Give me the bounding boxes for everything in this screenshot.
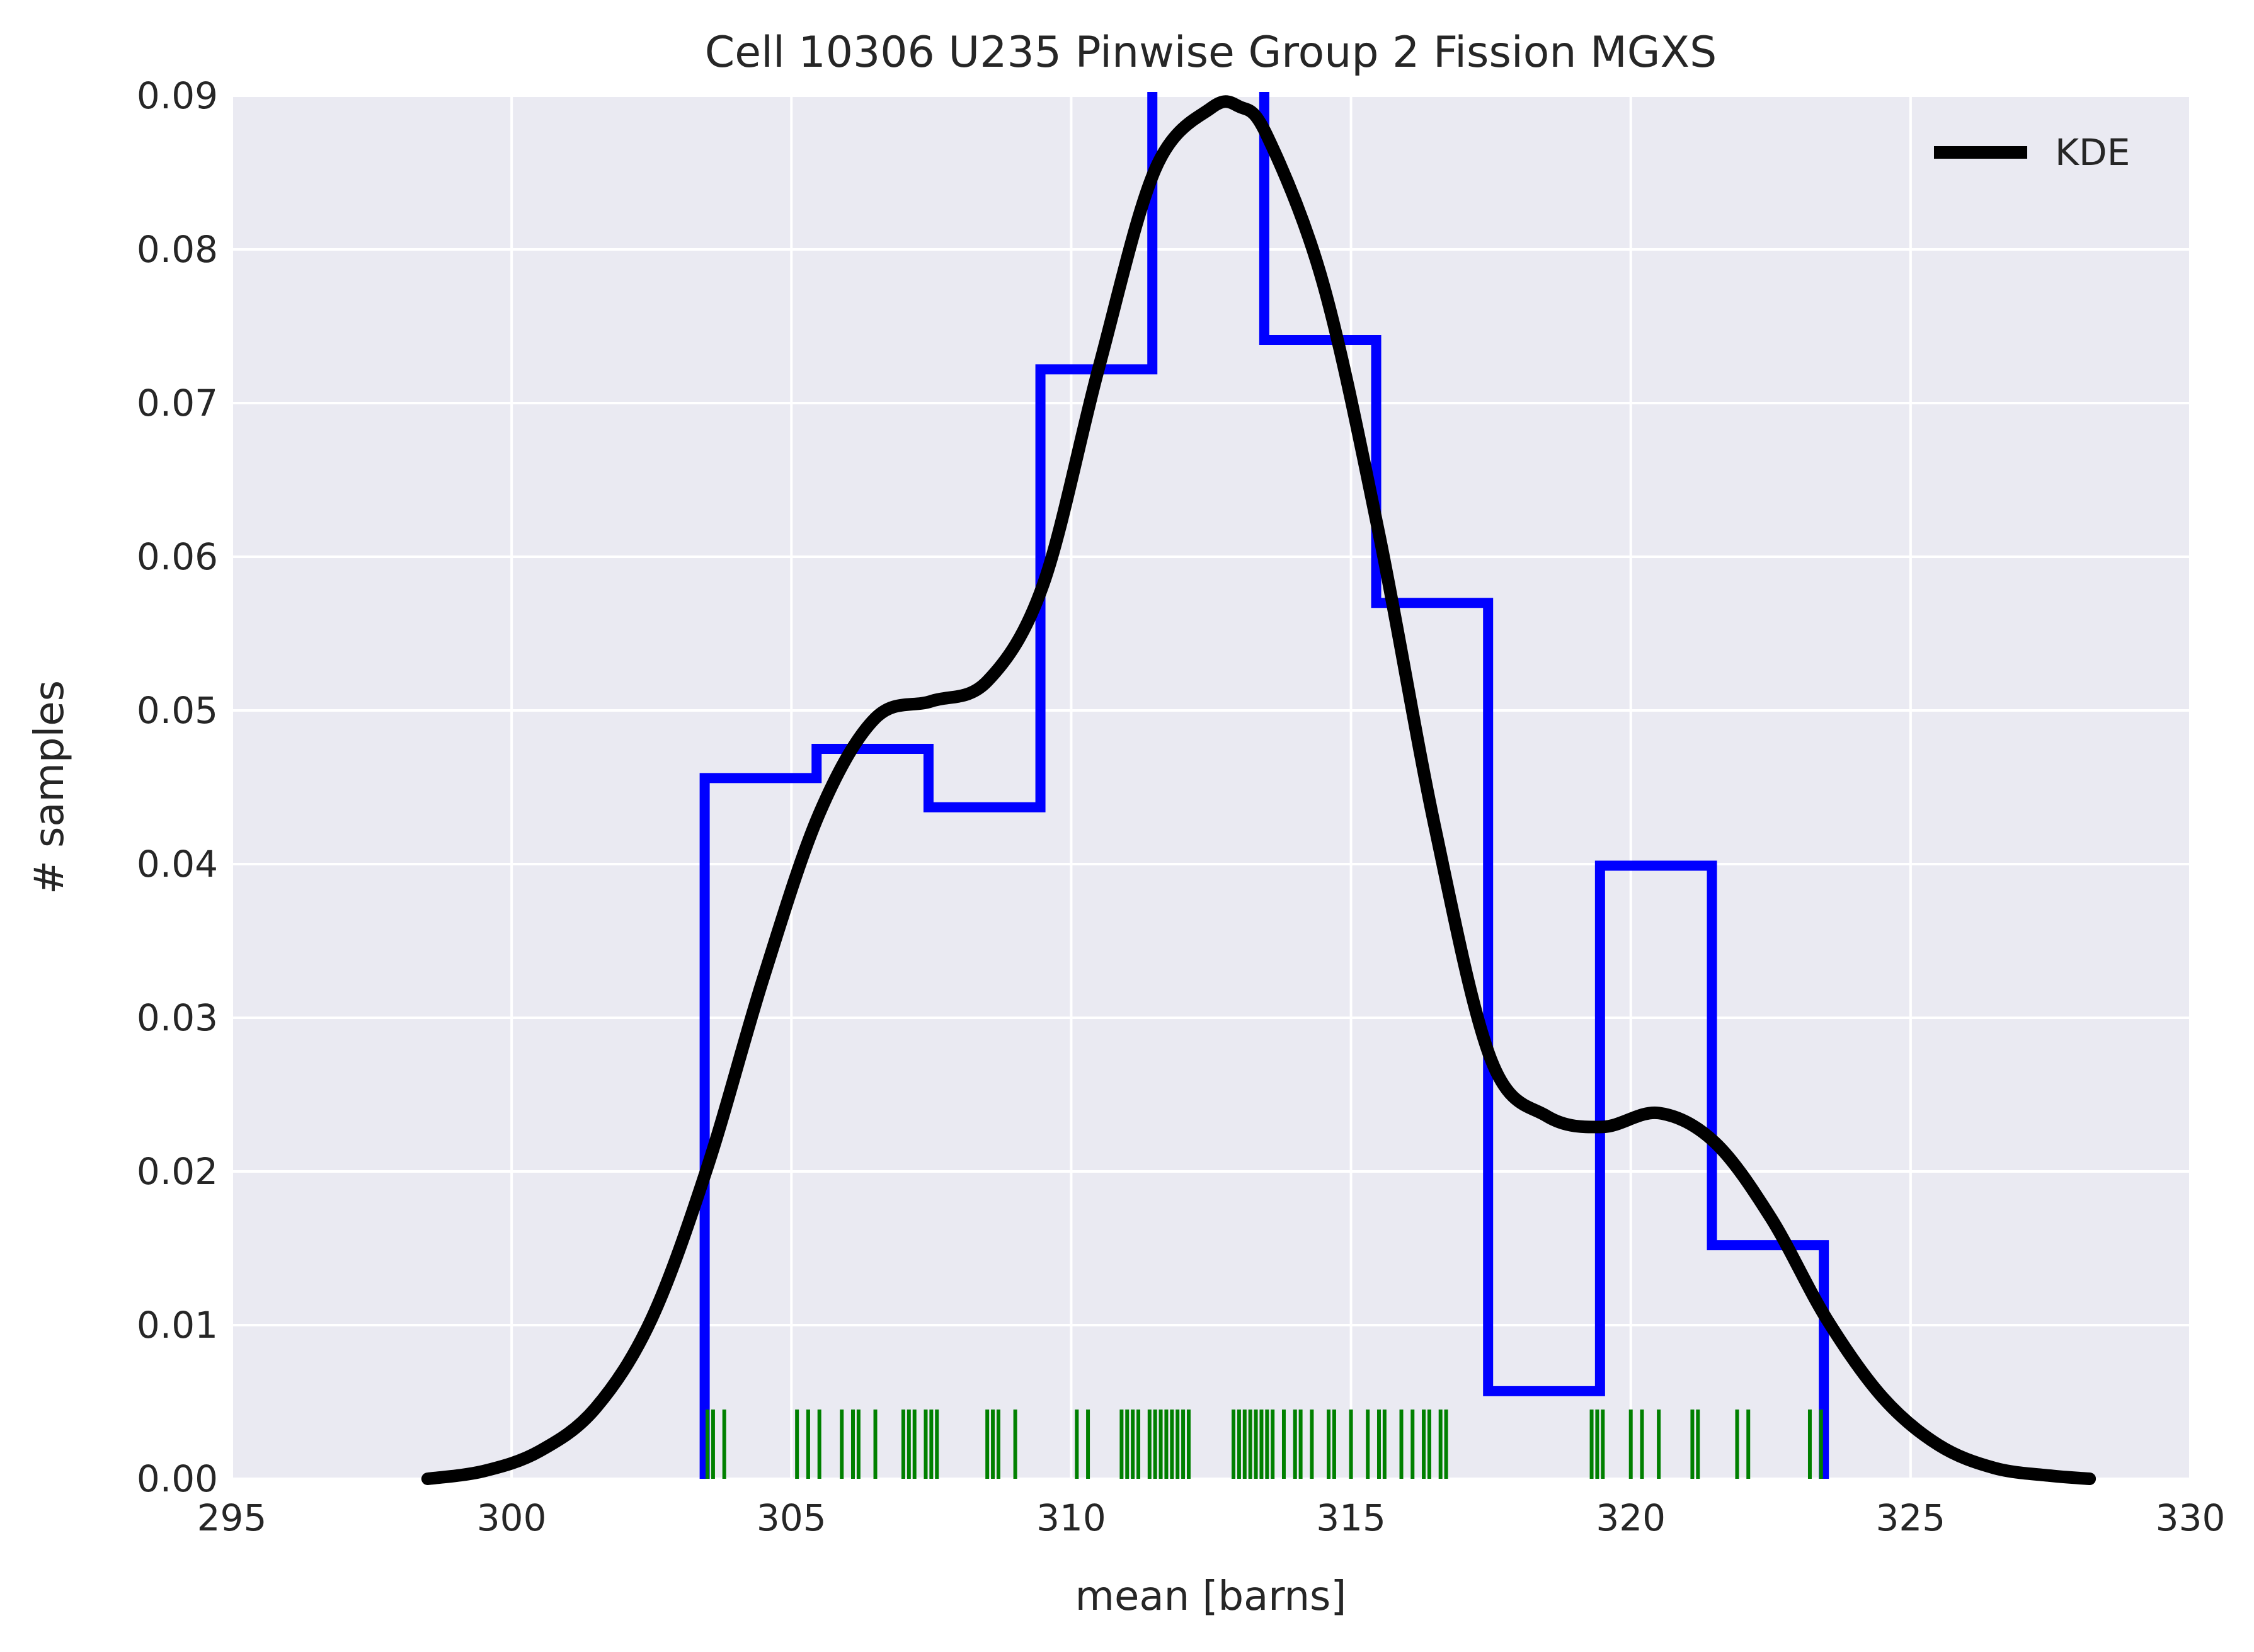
- x-axis-label: mean [barns]: [1075, 1573, 1347, 1620]
- x-tick-label: 305: [757, 1496, 827, 1539]
- x-tick-label: 310: [1036, 1496, 1106, 1539]
- y-tick-label: 0.08: [137, 228, 218, 271]
- rug-series: [706, 1410, 1823, 1479]
- x-tick-label: 295: [197, 1496, 267, 1539]
- plot-background: [232, 96, 2190, 1479]
- x-tick-label: 320: [1596, 1496, 1666, 1539]
- y-tick-label: 0.07: [137, 382, 218, 424]
- y-tick-label: 0.04: [137, 843, 218, 886]
- kde-series: [421, 95, 2097, 1485]
- y-axis-label: # samples: [26, 680, 73, 894]
- y-tick-label: 0.01: [137, 1304, 218, 1347]
- x-tick-label: 300: [477, 1496, 547, 1539]
- x-tick-label: 315: [1316, 1496, 1386, 1539]
- y-tick-label: 0.03: [137, 996, 218, 1039]
- y-tick-label: 0.00: [137, 1457, 218, 1500]
- histogram-series: [699, 92, 1829, 1479]
- y-tick-label: 0.02: [137, 1150, 218, 1193]
- y-tick-label: 0.06: [137, 535, 218, 578]
- legend: KDE: [1934, 131, 2130, 174]
- x-tick-label: 325: [1875, 1496, 1945, 1539]
- chart-title: Cell 10306 U235 Pinwise Group 2 Fission …: [705, 28, 1717, 77]
- kde-line: [421, 95, 2097, 1485]
- legend-kde-label: KDE: [2055, 131, 2130, 174]
- y-axis-ticks: 0.00 0.01 0.02 0.03 0.04 0.05 0.06 0.07 0.08 0.09: [137, 74, 218, 1500]
- y-tick-label: 0.05: [137, 689, 218, 732]
- grid-lines: [231, 94, 2192, 1480]
- y-tick-label: 0.09: [137, 74, 218, 117]
- histogram-outline: [699, 92, 1829, 1479]
- x-tick-label: 330: [2156, 1496, 2226, 1539]
- x-axis-ticks: 295 300 305 310 315 320 325 330: [197, 1496, 2226, 1539]
